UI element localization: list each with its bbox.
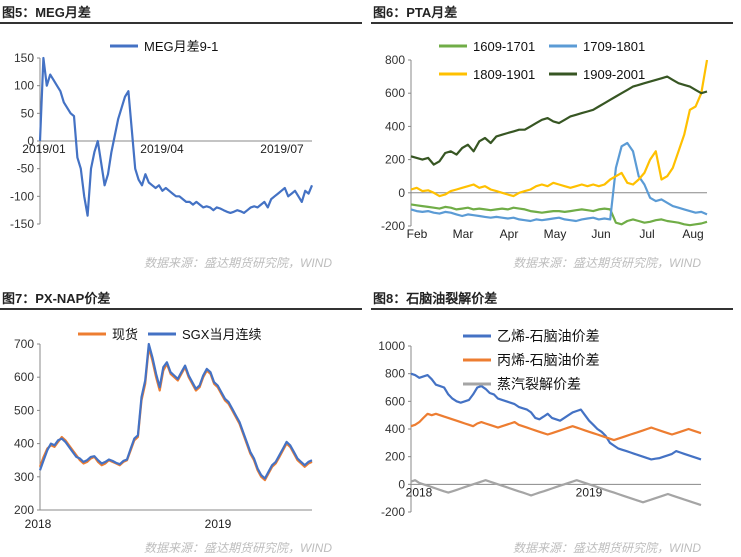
- x-tick-label: 2019/01: [22, 142, 66, 156]
- y-tick-label: 300: [14, 470, 34, 484]
- y-tick-label: 100: [14, 79, 34, 93]
- legend-label: 现货: [112, 327, 138, 342]
- series-line-0: [410, 372, 702, 461]
- title-rule: [0, 22, 362, 24]
- x-tick-label: 2018: [25, 517, 52, 531]
- series-line-2: [410, 59, 709, 198]
- y-tick-label: 50: [21, 106, 35, 120]
- legend-label: MEG月差9-1: [144, 39, 218, 54]
- y-tick-label: 0: [398, 186, 405, 200]
- legend-label: SGX当月连续: [182, 327, 261, 342]
- series-line-0: [38, 56, 314, 217]
- x-tick-label: Jul: [639, 227, 654, 241]
- y-tick-label: -200: [381, 505, 405, 519]
- y-tick-label: 800: [385, 367, 405, 381]
- y-tick-label: -150: [10, 217, 34, 231]
- panel-naphtha: 图8：石脑油裂解价差 1000 800 600 400 200 0 -200 2018 2019…: [371, 284, 741, 557]
- y-tick-label: 400: [385, 422, 405, 436]
- legend-label: 1809-1901: [473, 67, 535, 82]
- x-tick-label: Aug: [682, 227, 703, 241]
- source-note: 数据来源：盛达期货研究院，WIND: [144, 541, 332, 555]
- x-tick-label: Feb: [407, 227, 428, 241]
- series-line-2: [410, 479, 702, 507]
- y-tick-label: 600: [385, 394, 405, 408]
- series-line-1: [410, 412, 702, 442]
- y-tick-label: 0: [27, 134, 34, 148]
- y-tick-label: -100: [10, 189, 34, 203]
- y-tick-label: -50: [17, 162, 35, 176]
- x-tick-label: 2019/07: [260, 142, 304, 156]
- x-tick-label: Apr: [500, 227, 519, 241]
- y-tick-label: 500: [14, 403, 34, 417]
- x-tick-label: Jun: [591, 227, 610, 241]
- legend-label: 1709-1801: [583, 39, 645, 54]
- panel-meg: 图5：MEG月差 150 100 50 0 -50 -100 -150 2019/01 2019…: [0, 0, 370, 272]
- title-rule: [371, 22, 733, 24]
- series-line-1: [410, 141, 708, 223]
- panel-title: 图7：PX-NAP价差: [2, 291, 111, 306]
- x-tick-label: May: [544, 227, 567, 241]
- y-tick-label: 200: [385, 153, 405, 167]
- y-tick-label: 0: [398, 477, 405, 491]
- legend-label: 1609-1701: [473, 39, 535, 54]
- y-tick-label: 400: [14, 437, 34, 451]
- title-rule: [371, 308, 733, 310]
- x-tick-label: 2019/04: [140, 142, 184, 156]
- y-tick-label: 600: [14, 370, 34, 384]
- source-note: 数据来源：盛达期货研究院，WIND: [144, 256, 332, 270]
- x-tick-label: 2018: [406, 485, 433, 499]
- title-rule: [0, 308, 362, 310]
- series-line-3: [410, 75, 708, 166]
- meg-chart: 150 100 50 0 -50 -100 -150 2019/01 2019/04 2019/0…: [10, 39, 314, 231]
- y-tick-label: 150: [14, 51, 34, 65]
- y-tick-label: 400: [385, 119, 405, 133]
- y-tick-label: -200: [381, 219, 405, 233]
- source-note: 数据来源：盛达期货研究院，WIND: [513, 256, 701, 270]
- legend-label: 丙烯-石脑油价差: [497, 352, 600, 368]
- y-tick-label: 1000: [378, 339, 405, 353]
- panel-pta: 图6：PTA月差 800 600 400 200 0 -200 Feb Mar Apr May Ju…: [371, 0, 741, 272]
- y-tick-label: 200: [14, 503, 34, 517]
- panel-title: 图8：石脑油裂解价差: [373, 291, 498, 306]
- y-tick-label: 600: [385, 86, 405, 100]
- y-tick-label: 700: [14, 337, 34, 351]
- x-tick-label: 2019: [576, 485, 603, 499]
- x-tick-label: 2019: [205, 517, 232, 531]
- panel-px-nap: 图7：PX-NAP价差 700 600 500 400 300 200 2018 2019 现货…: [0, 284, 370, 557]
- panel-title: 图5：MEG月差: [2, 5, 91, 20]
- panel-title: 图6：PTA月差: [373, 5, 458, 20]
- source-note: 数据来源：盛达期货研究院，WIND: [513, 541, 701, 555]
- legend-label: 1909-2001: [583, 67, 645, 82]
- y-tick-label: 200: [385, 450, 405, 464]
- y-tick-label: 800: [385, 53, 405, 67]
- series-line-1: [38, 342, 313, 480]
- x-tick-label: Mar: [453, 227, 474, 241]
- legend-label: 乙烯-石脑油价差: [497, 328, 600, 344]
- legend-label: 蒸汽裂解价差: [497, 376, 581, 392]
- series-line-0: [410, 203, 708, 227]
